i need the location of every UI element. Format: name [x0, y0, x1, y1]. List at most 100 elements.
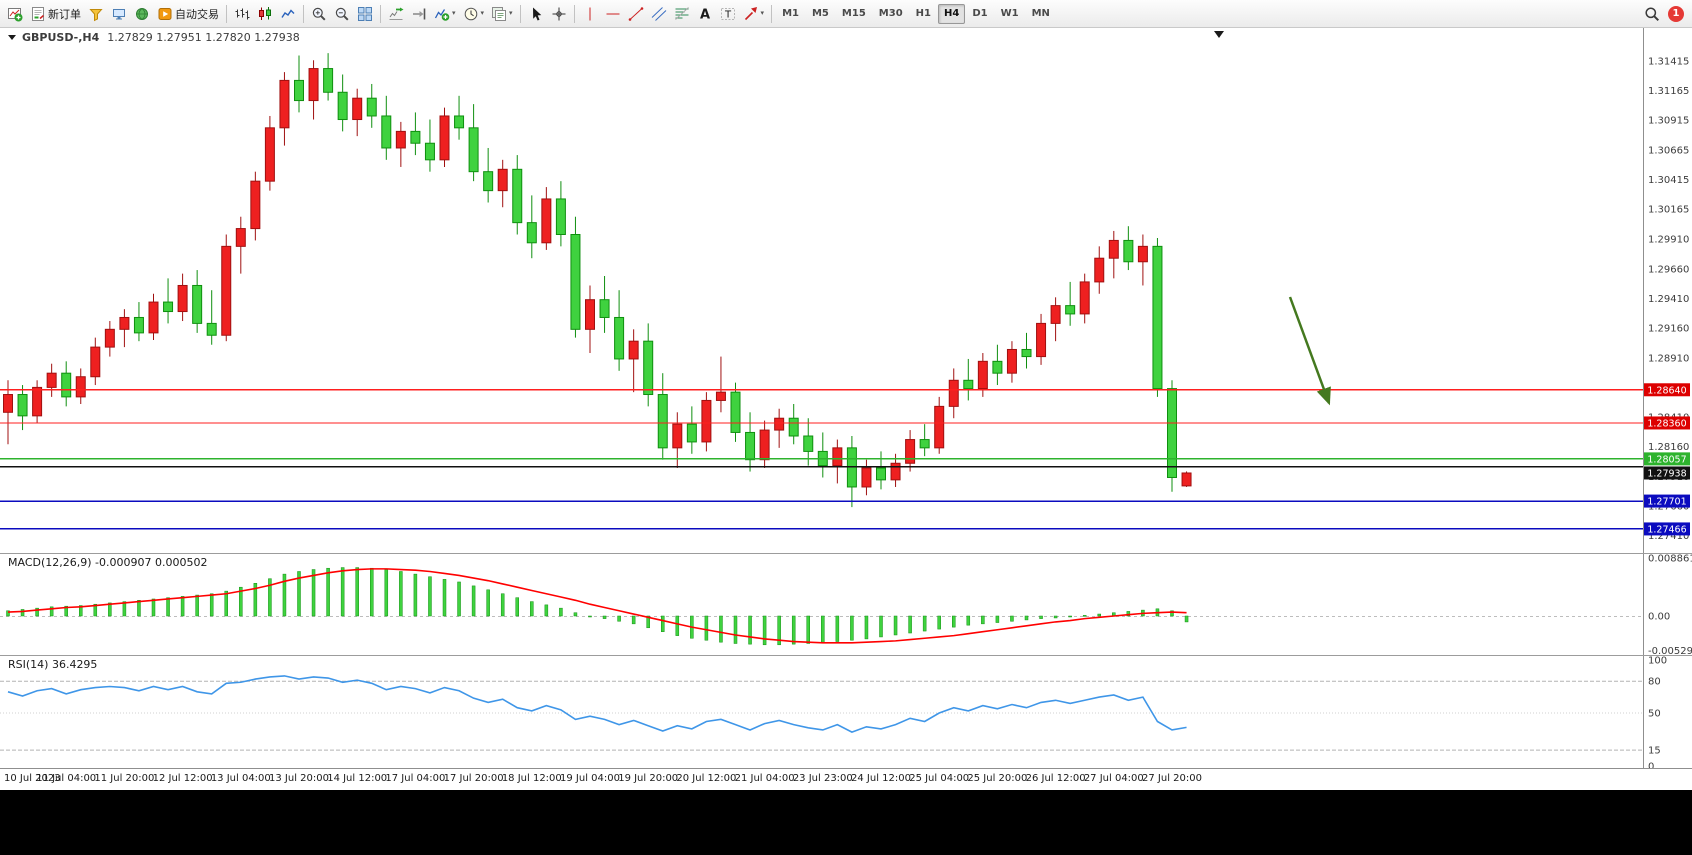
- bar-chart-button[interactable]: [231, 3, 253, 25]
- candlestick: [541, 187, 552, 250]
- community-button[interactable]: [131, 3, 153, 25]
- one-click-trading-arrow-icon[interactable]: [8, 35, 16, 40]
- timeframe-buttons: M1 M5 M15 M30 H1 H4 D1 W1 MN: [776, 3, 1056, 24]
- candlestick: [1065, 281, 1076, 326]
- indicators-button[interactable]: ▾: [431, 3, 459, 25]
- templates-button[interactable]: ▾: [488, 3, 516, 25]
- candlestick: [992, 344, 1003, 386]
- timeframe-d1-button[interactable]: D1: [966, 4, 993, 24]
- zoom-out-button[interactable]: [331, 3, 353, 25]
- profiles-button[interactable]: [85, 3, 107, 25]
- time-tick-label: 21 Jul 04:00: [735, 773, 795, 784]
- cursor-button[interactable]: [525, 3, 547, 25]
- candlestick: [1036, 313, 1047, 365]
- arrows-button[interactable]: ▾: [740, 3, 768, 25]
- notification-badge[interactable]: 1: [1668, 5, 1684, 22]
- tile-windows-button[interactable]: [354, 3, 376, 25]
- timeframe-h1-button[interactable]: H1: [910, 4, 937, 24]
- macd-axis-label: 0.00: [1648, 612, 1670, 623]
- time-tick-label: 24 Jul 12:00: [851, 773, 911, 784]
- text-button[interactable]: A: [694, 3, 716, 25]
- timeframe-w1-button[interactable]: W1: [995, 4, 1025, 24]
- candlestick: [934, 396, 945, 454]
- chart-menu-arrow-icon[interactable]: [1214, 31, 1224, 38]
- price-badge: 1.27938: [1644, 466, 1690, 480]
- candlestick: [570, 216, 581, 338]
- auto-scroll-button[interactable]: [385, 3, 407, 25]
- time-tick-label: 12 Jul 12:00: [153, 773, 213, 784]
- vertical-line-button[interactable]: [579, 3, 601, 25]
- timeframe-m15-button[interactable]: M15: [836, 4, 872, 24]
- candlestick: [3, 380, 13, 445]
- price-tick-label: 1.28160: [1648, 442, 1689, 453]
- fibonacci-button[interactable]: [671, 3, 693, 25]
- candlestick: [119, 309, 130, 348]
- candlestick: [788, 403, 799, 445]
- toolbar-separator: [573, 4, 575, 23]
- line-chart-button[interactable]: [277, 3, 299, 25]
- timeframe-mn-button[interactable]: MN: [1026, 4, 1056, 24]
- clock-icon: [463, 6, 479, 22]
- channel-button[interactable]: [648, 3, 670, 25]
- candles-icon: [257, 6, 273, 22]
- candlestick: [221, 234, 232, 342]
- time-tick-label: 11 Jul 04:00: [36, 773, 96, 784]
- candlestick: [133, 302, 144, 342]
- dropdown-caret-icon: ▾: [760, 9, 765, 17]
- monitor-icon: [111, 6, 127, 22]
- candlestick: [1167, 380, 1177, 492]
- candlestick: [235, 216, 246, 274]
- zoom-in-button[interactable]: [308, 3, 330, 25]
- indicators-icon: [434, 6, 450, 22]
- new-order-button[interactable]: 新订单: [27, 3, 84, 25]
- fibo-icon: [674, 6, 690, 22]
- price-tick-label: 1.28910: [1648, 353, 1689, 364]
- price-tick-label: 1.31415: [1648, 56, 1689, 67]
- crosshair-button[interactable]: [548, 3, 570, 25]
- zoom-out-icon: [334, 6, 350, 22]
- chart-background: [0, 28, 1692, 790]
- candlestick: [279, 72, 290, 146]
- trend-arrow-object[interactable]: [1288, 296, 1331, 406]
- auto-trading-button[interactable]: 自动交易: [154, 3, 222, 25]
- timeframe-m1-button[interactable]: M1: [776, 4, 805, 24]
- new-chart-button[interactable]: [4, 3, 26, 25]
- price-badge: 1.28640: [1644, 383, 1690, 397]
- periods-button[interactable]: ▾: [460, 3, 488, 25]
- search-button[interactable]: [1641, 3, 1663, 25]
- svg-text:1.27938: 1.27938: [1647, 468, 1686, 479]
- price-axis[interactable]: [1643, 28, 1692, 768]
- time-tick-label: 13 Jul 20:00: [269, 773, 329, 784]
- candlestick-chart-button[interactable]: [254, 3, 276, 25]
- timeframe-m30-button[interactable]: M30: [873, 4, 909, 24]
- candlestick: [686, 406, 697, 454]
- candlestick: [32, 380, 43, 423]
- svg-text:A: A: [700, 7, 710, 22]
- horizontal-line-button[interactable]: [602, 3, 624, 25]
- timeframe-h4-button[interactable]: H4: [937, 3, 966, 24]
- candlestick: [206, 290, 217, 345]
- cursor-icon: [528, 6, 544, 22]
- candlestick: [730, 382, 741, 442]
- price-tick-label: 1.29660: [1648, 264, 1689, 275]
- trendline-button[interactable]: [625, 3, 647, 25]
- candlestick: [264, 115, 275, 191]
- price-badge: 1.28360: [1644, 416, 1690, 430]
- price-tick-label: 1.31165: [1648, 86, 1689, 97]
- candlestick: [294, 55, 304, 113]
- svg-text:1.28640: 1.28640: [1647, 385, 1686, 396]
- time-tick-label: 25 Jul 04:00: [909, 773, 969, 784]
- candlestick: [468, 104, 479, 182]
- candlestick: [715, 356, 726, 413]
- market-watch-button[interactable]: [108, 3, 130, 25]
- timeframe-m5-button[interactable]: M5: [806, 4, 835, 24]
- symbol-title: GBPUSD-,H4 1.27829 1.27951 1.27820 1.2793…: [22, 31, 300, 44]
- price-tick-label: 1.30915: [1648, 116, 1689, 127]
- time-axis[interactable]: [0, 769, 1692, 790]
- text-label-button[interactable]: T: [717, 3, 739, 25]
- candlestick: [526, 195, 537, 259]
- time-tick-label: 19 Jul 20:00: [618, 773, 678, 784]
- zoom-in-icon: [311, 6, 327, 22]
- chart-shift-button[interactable]: [408, 3, 430, 25]
